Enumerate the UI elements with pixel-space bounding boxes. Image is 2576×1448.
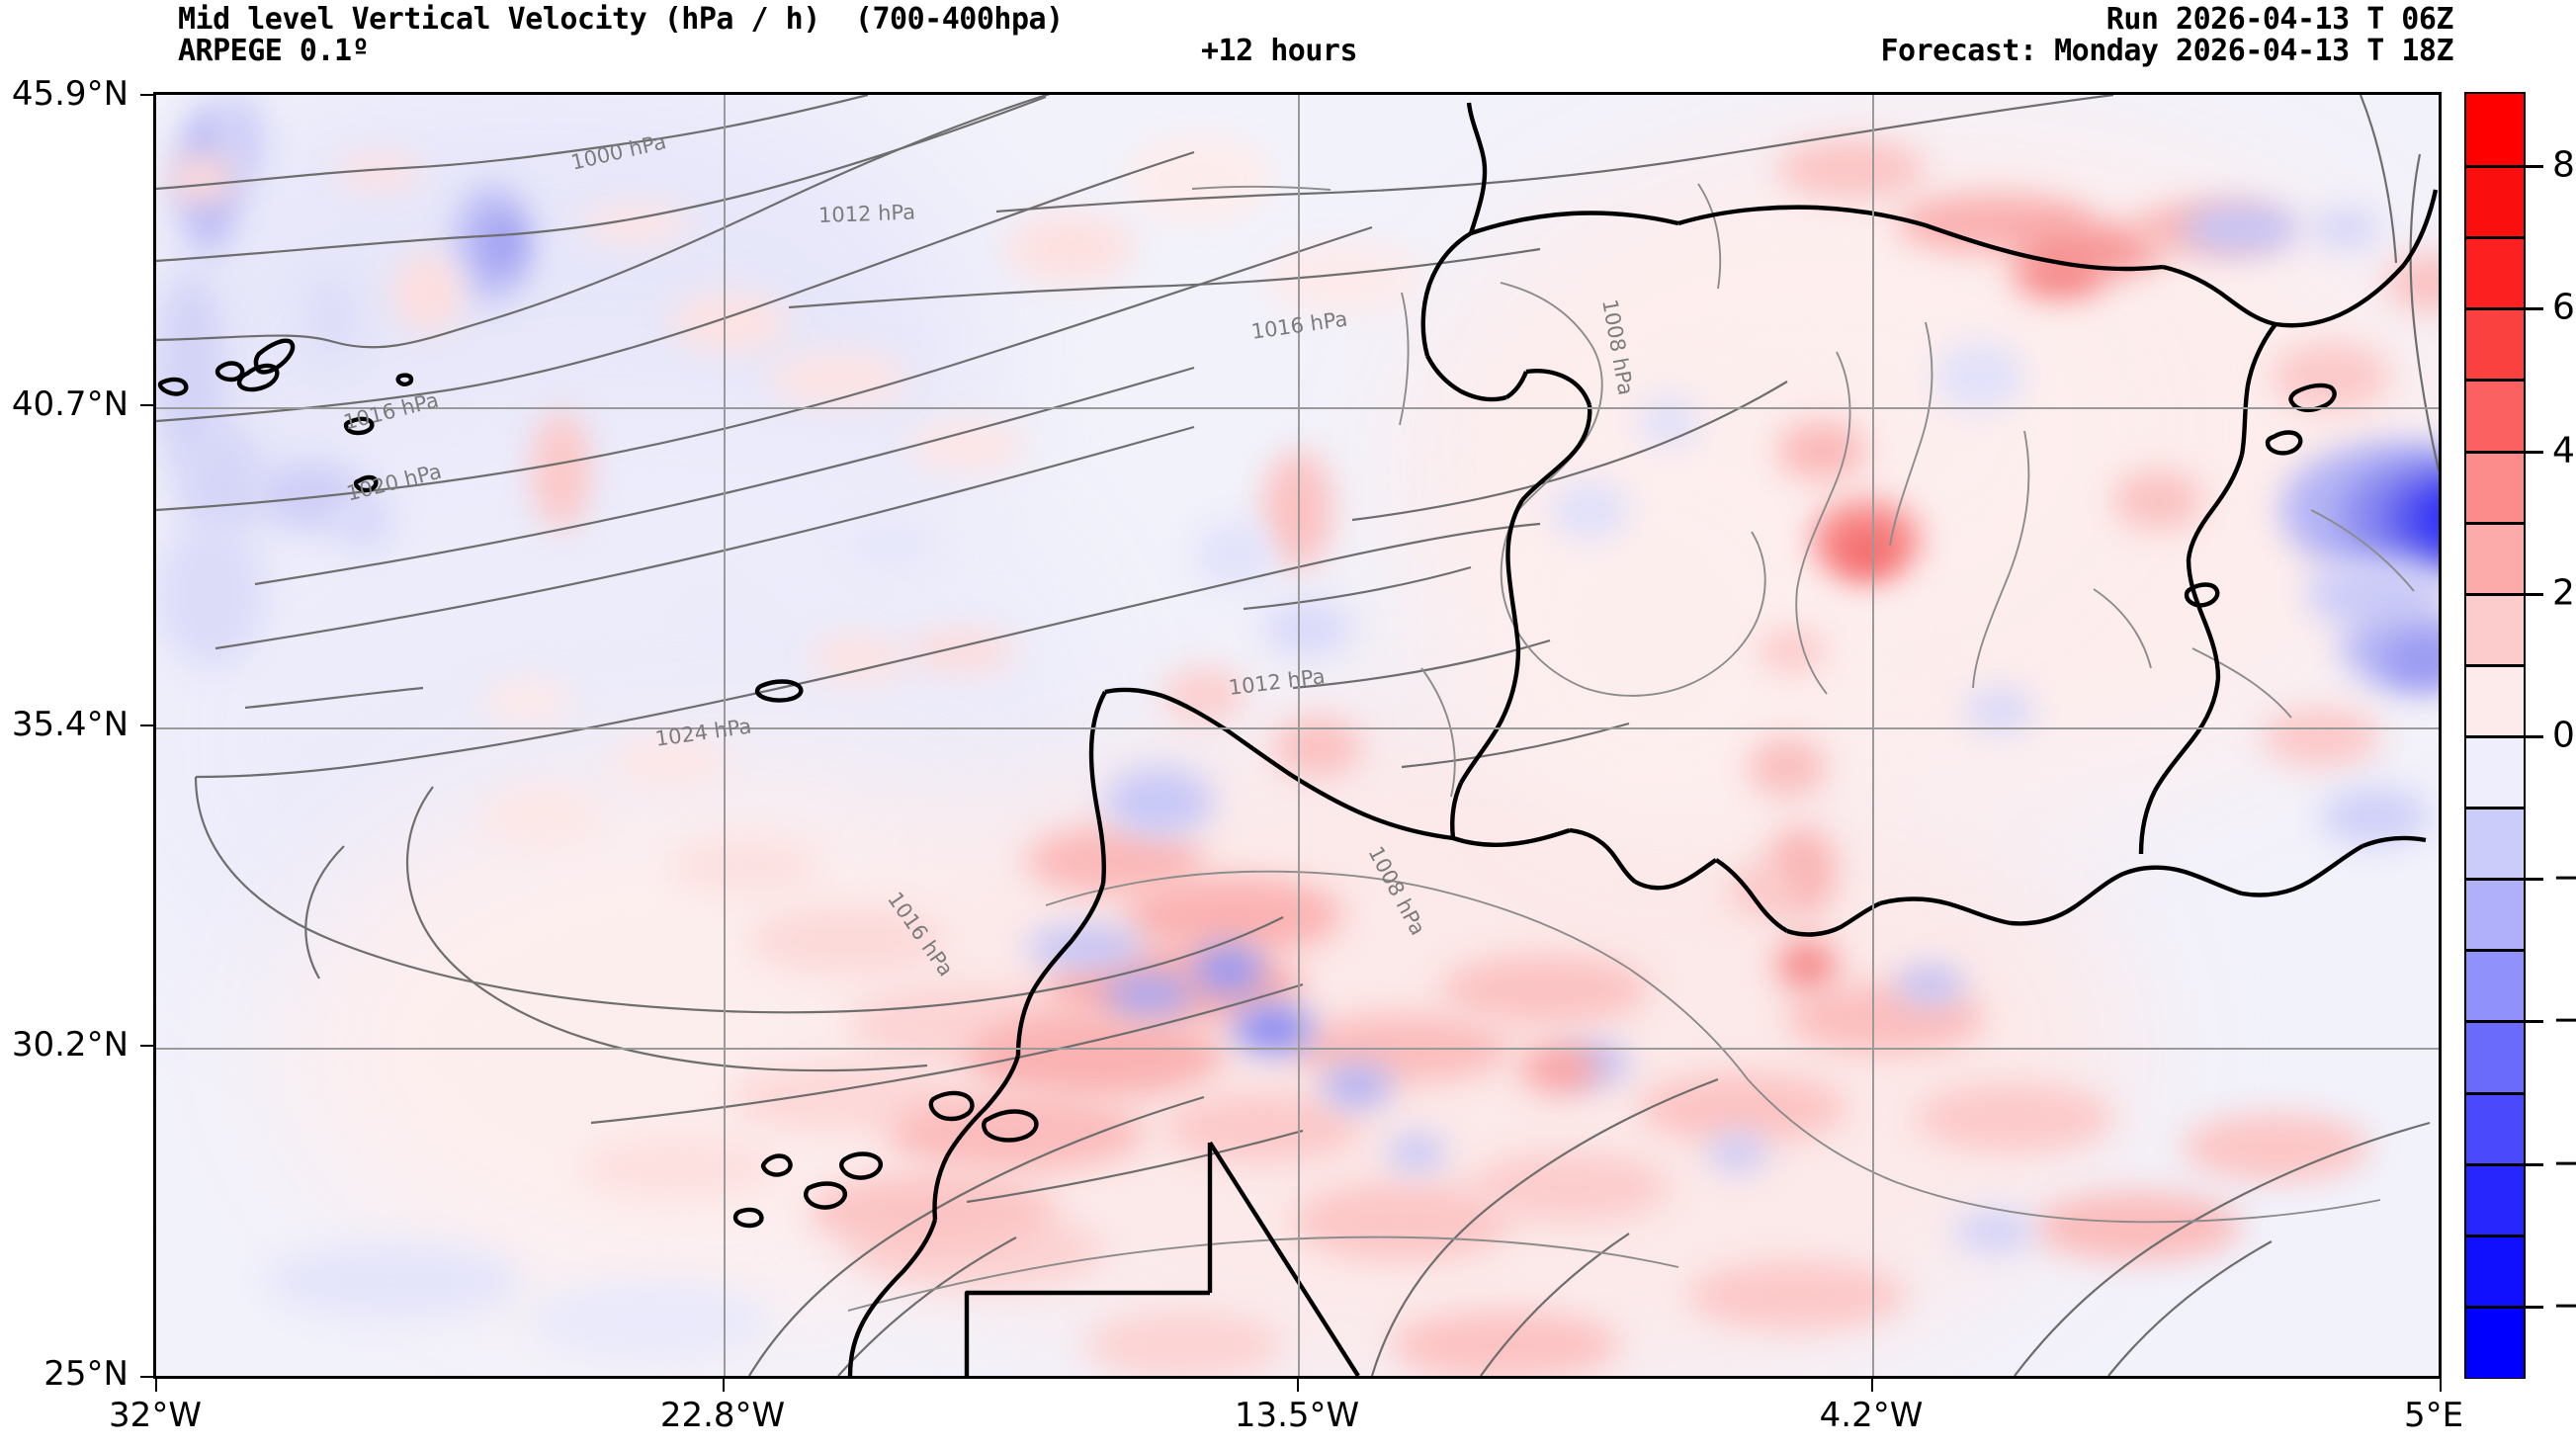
forecast-timestamp: Forecast: Monday 2026-04-13 T 18Z (1880, 34, 2453, 68)
colorbar-level-separator (2466, 663, 2524, 667)
x-tick-label-22-8w: 22.8°W (659, 1396, 786, 1435)
chart-title: Mid level Vertical Velocity (hPa / h) (7… (178, 2, 1064, 37)
colorbar-tick (2526, 165, 2543, 169)
colorbar-segment (2466, 1091, 2524, 1164)
colorbar-level-separator (2466, 165, 2524, 169)
colorbar-segment (2466, 1305, 2524, 1378)
colorbar-segment (2466, 307, 2524, 381)
colorbar-tick-label: 20 (2552, 572, 2576, 614)
x-tick-label-5e: 5°E (2403, 1396, 2464, 1435)
colorbar-level-separator (2466, 379, 2524, 383)
colorbar-tick (2526, 1162, 2543, 1166)
gridline-lon-22-8 (724, 95, 726, 1376)
colorbar-tick (2526, 450, 2543, 454)
colorbar-segment (2466, 735, 2524, 808)
x-tick-32w (155, 1379, 157, 1392)
colorbar[interactable] (2464, 92, 2526, 1379)
colorbar-level-separator (2466, 1020, 2524, 1024)
map-plot-area[interactable]: 1000 hPa 1012 hPa 1016 hPa 1020 hPa 1016 hPa… (153, 92, 2442, 1379)
colorbar-segment (2466, 94, 2524, 166)
colorbar-segment (2466, 949, 2524, 1022)
gridline-lon-13-5 (1298, 95, 1300, 1376)
colorbar-level-separator (2466, 307, 2524, 311)
colorbar-tick (2526, 1020, 2543, 1024)
colorbar-level-separator (2466, 735, 2524, 738)
colorbar-level-separator (2466, 1162, 2524, 1166)
colorbar-tick-label: 40 (2552, 430, 2576, 471)
x-tick-22-8w (723, 1379, 725, 1392)
colorbar-segment (2466, 1020, 2524, 1093)
colorbar-level-separator (2466, 450, 2524, 454)
model-name: ARPEGE 0.1º (178, 34, 370, 68)
chart-header: Mid level Vertical Velocity (hPa / h) (7… (0, 0, 2576, 68)
colorbar-tick-label: 0 (2552, 715, 2575, 756)
y-tick-label-35-4: 35.4°N (11, 705, 129, 744)
colorbar-segment (2466, 1234, 2524, 1307)
y-tick-25 (140, 1376, 153, 1378)
colorbar-tick-label: −40 (2552, 999, 2576, 1041)
x-tick-label-13-5w: 13.5°W (1234, 1396, 1360, 1435)
colorbar-tick (2526, 592, 2543, 596)
y-tick-label-45-9: 45.9°N (11, 74, 129, 114)
colorbar-tick (2526, 1305, 2543, 1309)
x-tick-label-4-2w: 4.2°W (1819, 1396, 1924, 1435)
colorbar-segment (2466, 878, 2524, 950)
colorbar-segment (2466, 663, 2524, 736)
isobar-label: 1012 hPa (817, 200, 916, 227)
colorbar-level-separator (2466, 949, 2524, 953)
colorbar-level-separator (2466, 1091, 2524, 1095)
y-tick-30-2 (140, 1045, 153, 1047)
colorbar-segment (2466, 236, 2524, 308)
y-tick-35-4 (140, 724, 153, 726)
colorbar-segment (2466, 379, 2524, 452)
colorbar-segment (2466, 521, 2524, 594)
colorbar-tick (2526, 878, 2543, 882)
colorbar-level-separator (2466, 1305, 2524, 1309)
colorbar-tick (2526, 735, 2543, 738)
colorbar-level-separator (2466, 1234, 2524, 1237)
colorbar-level-separator (2466, 236, 2524, 240)
colorbar-tick-label: −80 (2552, 1285, 2576, 1326)
y-tick-40-7 (140, 404, 153, 406)
gridline-lon-4-2 (1872, 95, 1874, 1376)
colorbar-tick-label: 60 (2552, 287, 2576, 328)
isobar-contours (156, 95, 2439, 1376)
colorbar-segment (2466, 450, 2524, 523)
run-timestamp: Run 2026-04-13 T 06Z (2105, 2, 2454, 37)
colorbar-segment (2466, 592, 2524, 665)
y-tick-label-40-7: 40.7°N (11, 384, 129, 424)
gridline-lat-30-2 (156, 1048, 2439, 1050)
map-vector-overlay (156, 95, 2439, 1376)
colorbar-segment (2466, 1162, 2524, 1235)
gridline-lat-40-7 (156, 407, 2439, 409)
y-tick-45-9 (140, 94, 153, 96)
gridline-lat-35-4 (156, 727, 2439, 729)
x-tick-13-5w (1297, 1379, 1299, 1392)
colorbar-tick (2526, 307, 2543, 311)
colorbar-segment (2466, 807, 2524, 879)
x-tick-label-32w: 32°W (109, 1396, 202, 1435)
x-tick-5e (2440, 1379, 2442, 1392)
y-tick-label-25: 25°N (43, 1354, 129, 1394)
colorbar-tick-label: −60 (2552, 1143, 2576, 1184)
colorbar-tick-label: −20 (2552, 857, 2576, 898)
admin-boundaries (847, 183, 2415, 1312)
x-tick-4-2w (1871, 1379, 1873, 1392)
coastline (157, 102, 2439, 1376)
colorbar-level-separator (2466, 807, 2524, 810)
vertical-velocity-field (156, 95, 2439, 1376)
colorbar-level-separator (2466, 592, 2524, 596)
colorbar-segment (2466, 165, 2524, 237)
y-tick-label-30-2: 30.2°N (11, 1025, 129, 1065)
colorbar-level-separator (2466, 521, 2524, 525)
forecast-lead-time: +12 hours (1201, 34, 1358, 68)
colorbar-tick-label: 80 (2552, 144, 2576, 186)
colorbar-level-separator (2466, 878, 2524, 882)
